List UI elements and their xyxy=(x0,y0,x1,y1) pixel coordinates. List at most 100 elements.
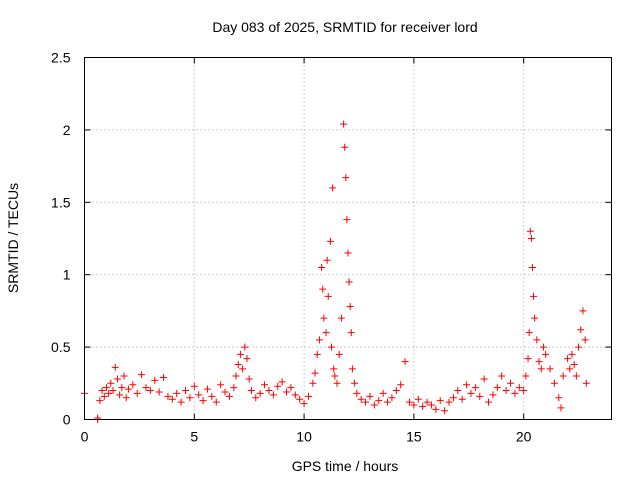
x-tick-label: 5 xyxy=(190,429,198,445)
data-point xyxy=(401,358,409,366)
data-point xyxy=(208,392,216,400)
data-point xyxy=(269,391,277,399)
data-point xyxy=(182,387,190,395)
y-axis-ticks: 0 0.5 1 1.5 2 2.5 xyxy=(51,50,612,428)
data-point xyxy=(328,343,336,351)
data-point xyxy=(146,387,154,395)
data-point xyxy=(570,360,578,368)
data-point xyxy=(287,384,295,392)
data-point xyxy=(102,384,110,392)
data-point xyxy=(319,285,327,293)
data-point xyxy=(243,355,251,363)
data-point xyxy=(335,350,343,358)
data-point xyxy=(388,394,396,402)
y-tick-label: 1 xyxy=(63,267,71,283)
data-point xyxy=(225,392,233,400)
data-point xyxy=(520,387,528,395)
y-tick-label: 2.5 xyxy=(51,50,71,66)
data-point xyxy=(384,398,392,406)
data-point xyxy=(311,369,319,377)
data-point xyxy=(320,314,328,322)
data-point xyxy=(493,384,501,392)
data-point xyxy=(278,378,286,386)
data-point xyxy=(234,360,242,368)
data-point xyxy=(572,372,580,380)
data-point xyxy=(324,292,332,300)
data-point xyxy=(525,329,533,337)
data-point xyxy=(432,405,440,413)
data-point xyxy=(502,387,510,395)
data-point xyxy=(245,375,253,383)
data-point xyxy=(582,379,590,387)
data-point xyxy=(533,336,541,344)
data-point xyxy=(323,256,331,264)
data-point xyxy=(566,365,574,373)
data-point xyxy=(345,278,353,286)
data-point xyxy=(283,388,291,396)
data-point xyxy=(252,394,260,402)
data-point xyxy=(333,379,341,387)
data-point xyxy=(107,379,115,387)
data-point xyxy=(309,379,317,387)
data-point xyxy=(441,407,449,415)
data-point xyxy=(546,365,554,373)
data-point xyxy=(347,329,355,337)
y-tick-label: 1.5 xyxy=(51,194,71,210)
data-point xyxy=(331,372,339,380)
data-point xyxy=(138,371,146,379)
data-point xyxy=(423,398,431,406)
data-point xyxy=(542,350,550,358)
data-point xyxy=(340,120,348,128)
data-point xyxy=(232,372,240,380)
data-point xyxy=(579,307,587,315)
data-point xyxy=(436,397,444,405)
x-axis-ticks: 0 5 10 15 20 xyxy=(81,57,532,445)
data-point xyxy=(454,387,462,395)
data-point xyxy=(247,387,255,395)
data-point xyxy=(485,398,493,406)
data-series-srmtid xyxy=(81,120,590,423)
data-point xyxy=(405,398,413,406)
data-point xyxy=(463,381,471,389)
data-point xyxy=(362,398,370,406)
y-tick-label: 0 xyxy=(63,412,71,428)
data-point xyxy=(142,384,150,392)
data-point xyxy=(524,355,532,363)
data-point xyxy=(96,397,104,405)
data-point xyxy=(164,392,172,400)
data-point xyxy=(522,372,530,380)
data-point xyxy=(236,350,244,358)
data-point xyxy=(291,391,299,399)
data-point xyxy=(261,381,269,389)
data-point xyxy=(557,404,565,412)
data-point xyxy=(392,387,400,395)
data-point xyxy=(300,400,308,408)
data-point xyxy=(527,235,535,242)
data-point xyxy=(506,379,514,387)
data-point xyxy=(296,395,304,403)
data-point xyxy=(471,384,479,392)
data-point xyxy=(160,374,168,382)
data-point xyxy=(98,387,106,395)
data-point xyxy=(342,174,350,182)
data-point xyxy=(111,363,119,371)
data-point xyxy=(195,391,203,399)
data-point xyxy=(315,336,323,344)
data-point xyxy=(564,355,572,363)
data-point xyxy=(113,375,121,383)
data-point xyxy=(230,384,238,392)
data-point xyxy=(239,365,247,373)
grid-lines xyxy=(84,57,612,420)
data-point xyxy=(343,216,351,224)
data-point xyxy=(526,227,534,235)
data-point xyxy=(256,389,264,397)
data-point xyxy=(168,395,176,403)
data-point xyxy=(498,372,506,380)
data-point xyxy=(155,388,163,396)
data-point xyxy=(337,314,345,322)
data-point xyxy=(203,385,211,393)
data-point xyxy=(353,389,361,397)
data-point xyxy=(539,343,547,351)
data-point xyxy=(217,381,225,389)
x-tick-label: 10 xyxy=(296,429,312,445)
